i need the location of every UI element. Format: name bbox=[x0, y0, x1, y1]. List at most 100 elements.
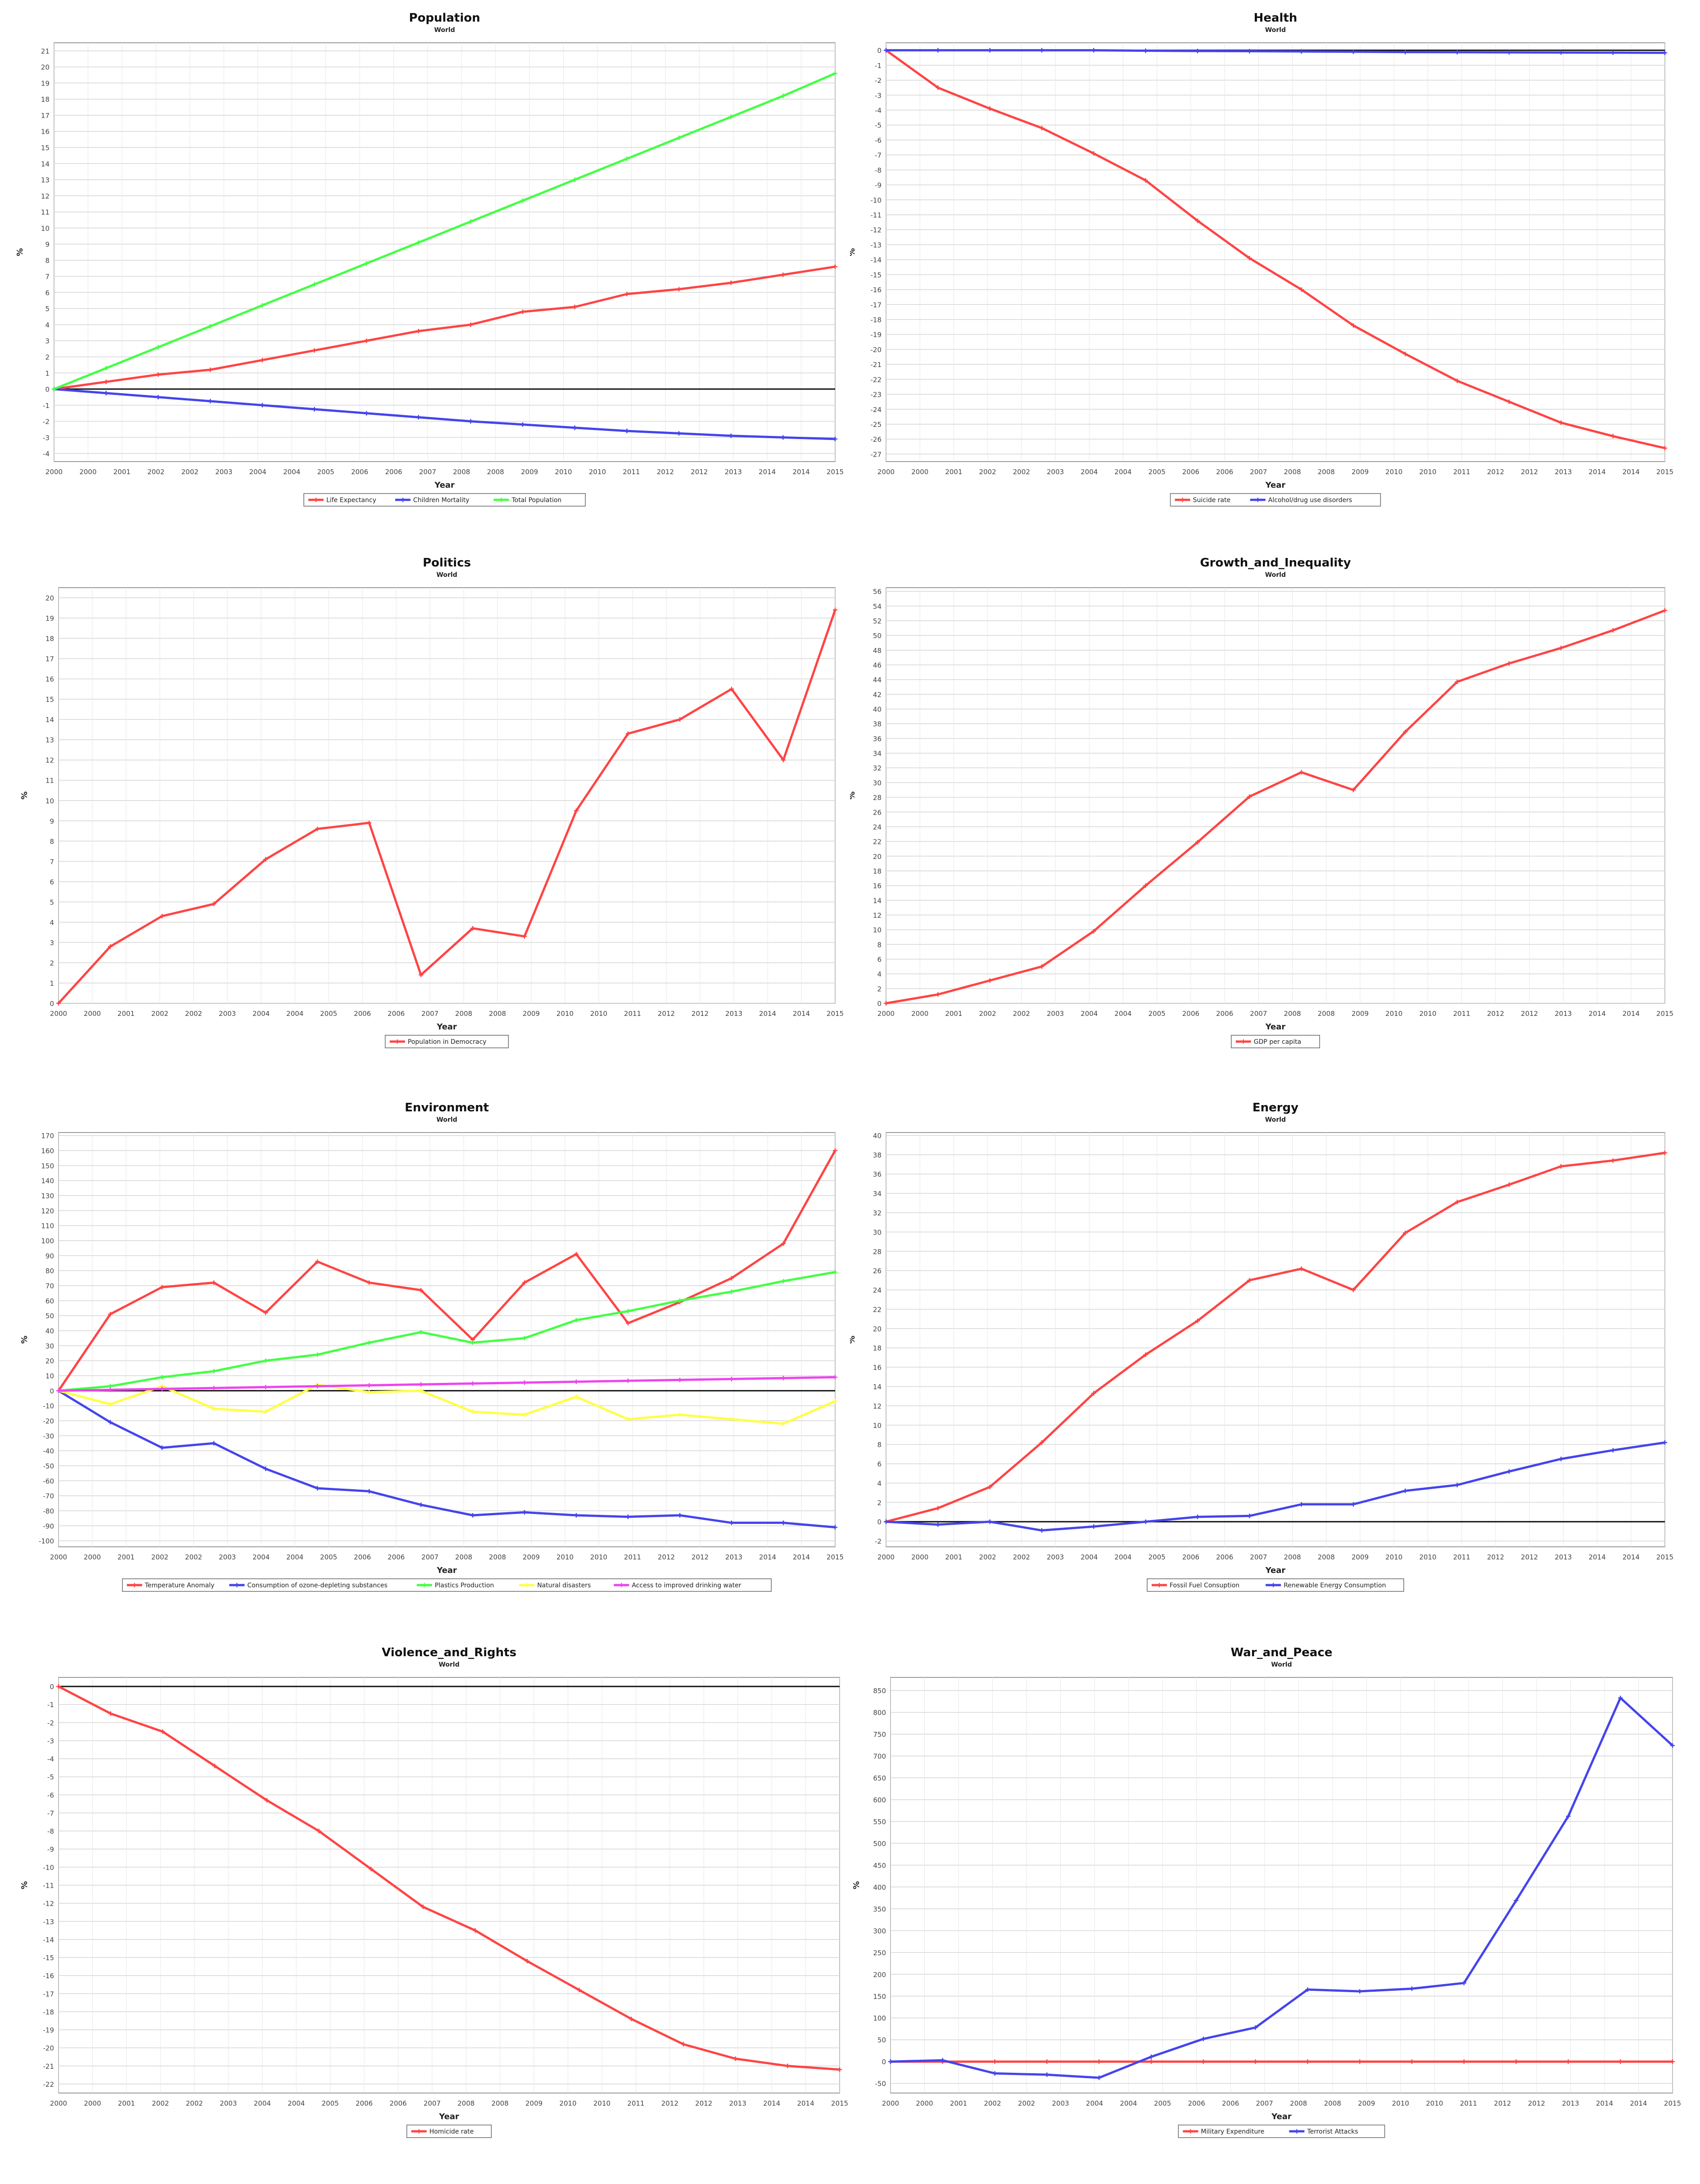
x-tick-label: 2002 bbox=[984, 2099, 1001, 2107]
y-tick-label: 0 bbox=[877, 1000, 882, 1008]
x-tick-label: 2012 bbox=[1487, 1553, 1504, 1561]
y-tick-label: -10 bbox=[43, 1402, 54, 1410]
x-tick-label: 2013 bbox=[1555, 468, 1572, 476]
x-axis-label: Year bbox=[439, 2112, 459, 2121]
legend-item-label: Alcohol/drug use disorders bbox=[1268, 497, 1352, 504]
x-tick-label: 2000 bbox=[84, 1010, 101, 1018]
chart-svg: 1701601501401301201101009080706050403020… bbox=[0, 1092, 850, 1638]
x-tick-label: 2009 bbox=[521, 468, 538, 476]
y-tick-label: 450 bbox=[873, 1862, 886, 1870]
plot-area bbox=[886, 43, 1665, 462]
y-axis-label: % bbox=[852, 1881, 861, 1889]
chart-svg: -4-3-2-101234567891011121314151617181920… bbox=[0, 0, 850, 546]
y-tick-label: -100 bbox=[39, 1537, 54, 1545]
x-tick-label: 2010 bbox=[556, 1553, 574, 1561]
legend-item-label: Children Mortality bbox=[413, 497, 470, 504]
y-tick-label: -80 bbox=[43, 1507, 54, 1515]
y-tick-label: 19 bbox=[41, 79, 50, 87]
legend-item-label: Suicide rate bbox=[1193, 497, 1231, 504]
y-tick-label: -23 bbox=[871, 391, 882, 399]
x-tick-label: 2008 bbox=[489, 1010, 506, 1018]
legend-item-label: Natural disasters bbox=[537, 1582, 591, 1589]
x-tick-label: 2011 bbox=[1460, 2099, 1477, 2107]
y-tick-label: -27 bbox=[871, 450, 882, 458]
chart-svg: 4038363432302826242220181614121086420-22… bbox=[850, 1092, 1700, 1638]
y-tick-label: -20 bbox=[43, 2044, 54, 2053]
y-tick-label: -7 bbox=[875, 151, 882, 159]
y-tick-label: -7 bbox=[47, 1809, 54, 1817]
y-tick-label: 28 bbox=[873, 794, 882, 802]
y-tick-label: 10 bbox=[873, 926, 882, 934]
x-tick-label: 2013 bbox=[725, 1010, 742, 1018]
y-tick-label: 150 bbox=[41, 1162, 54, 1170]
x-tick-label: 2000 bbox=[79, 468, 96, 476]
legend-item-label: GDP per capita bbox=[1254, 1038, 1301, 1046]
x-tick-label: 2012 bbox=[691, 468, 708, 476]
x-tick-label: 2003 bbox=[1047, 468, 1064, 476]
x-tick-label: 2000 bbox=[911, 1010, 928, 1018]
y-tick-label: -60 bbox=[43, 1477, 54, 1485]
y-tick-label: -11 bbox=[871, 211, 882, 219]
x-tick-label: 2001 bbox=[118, 2099, 135, 2107]
y-tick-label: 34 bbox=[873, 750, 882, 758]
y-tick-label: 600 bbox=[873, 1796, 886, 1804]
y-tick-label: 60 bbox=[45, 1297, 54, 1305]
y-tick-label: 42 bbox=[873, 691, 882, 699]
x-tick-label: 2008 bbox=[1318, 1010, 1335, 1018]
x-tick-label: 2004 bbox=[1114, 1010, 1131, 1018]
y-tick-label: 24 bbox=[873, 1287, 882, 1295]
y-tick-label: 7 bbox=[50, 858, 54, 866]
x-tick-label: 2007 bbox=[419, 468, 436, 476]
x-tick-label: 2000 bbox=[911, 1553, 928, 1561]
x-tick-label: 2007 bbox=[421, 1010, 439, 1018]
x-tick-label: 2015 bbox=[827, 1553, 844, 1561]
y-axis-label: % bbox=[20, 1881, 29, 1889]
legend-item-label: Consumption of ozone-depleting substance… bbox=[247, 1582, 388, 1589]
y-tick-label: 44 bbox=[873, 676, 882, 684]
x-tick-label: 2007 bbox=[1250, 468, 1267, 476]
x-tick-label: 2006 bbox=[1216, 468, 1233, 476]
y-tick-label: 80 bbox=[45, 1267, 54, 1275]
y-tick-label: 12 bbox=[45, 757, 54, 765]
y-tick-label: 34 bbox=[873, 1190, 882, 1198]
y-tick-label: 0 bbox=[877, 1518, 882, 1526]
legend: Homicide rate bbox=[407, 2125, 492, 2138]
y-tick-label: 54 bbox=[873, 603, 882, 611]
y-tick-label: 10 bbox=[41, 224, 50, 232]
y-tick-label: 350 bbox=[873, 1905, 886, 1913]
y-tick-label: -17 bbox=[871, 301, 882, 309]
x-tick-label: 2010 bbox=[1419, 1553, 1436, 1561]
x-tick-label: 2005 bbox=[320, 1553, 337, 1561]
x-tick-label: 2003 bbox=[220, 2099, 237, 2107]
x-tick-label: 2012 bbox=[1521, 1553, 1538, 1561]
y-tick-label: 170 bbox=[41, 1132, 54, 1140]
y-tick-label: 2 bbox=[45, 353, 50, 362]
x-tick-label: 2007 bbox=[424, 2099, 441, 2107]
y-tick-label: -5 bbox=[875, 122, 882, 130]
y-tick-label: -19 bbox=[871, 331, 882, 339]
x-tick-label: 2014 bbox=[1588, 1010, 1605, 1018]
y-tick-label: 20 bbox=[873, 1325, 882, 1333]
x-tick-label: 2008 bbox=[453, 468, 470, 476]
y-tick-label: 90 bbox=[45, 1252, 54, 1260]
x-tick-label: 2005 bbox=[1148, 1553, 1166, 1561]
y-tick-label: 6 bbox=[45, 289, 50, 297]
y-axis-label: % bbox=[20, 1336, 29, 1344]
x-tick-label: 2014 bbox=[1630, 2099, 1647, 2107]
y-tick-label: 1 bbox=[50, 979, 54, 988]
y-tick-label: -26 bbox=[871, 435, 882, 444]
y-tick-label: 70 bbox=[45, 1282, 54, 1290]
plot-area bbox=[891, 1677, 1673, 2093]
x-tick-label: 2014 bbox=[1588, 1553, 1605, 1561]
x-tick-label: 2001 bbox=[945, 1010, 962, 1018]
y-tick-label: 11 bbox=[41, 208, 50, 217]
legend-item-label: Military Expenditure bbox=[1201, 2128, 1264, 2135]
x-tick-label: 2010 bbox=[1385, 1553, 1402, 1561]
y-tick-label: -11 bbox=[43, 1882, 54, 1890]
x-tick-label: 2010 bbox=[1419, 468, 1436, 476]
x-tick-label: 2001 bbox=[118, 1010, 135, 1018]
y-axis-label: % bbox=[850, 1336, 857, 1344]
